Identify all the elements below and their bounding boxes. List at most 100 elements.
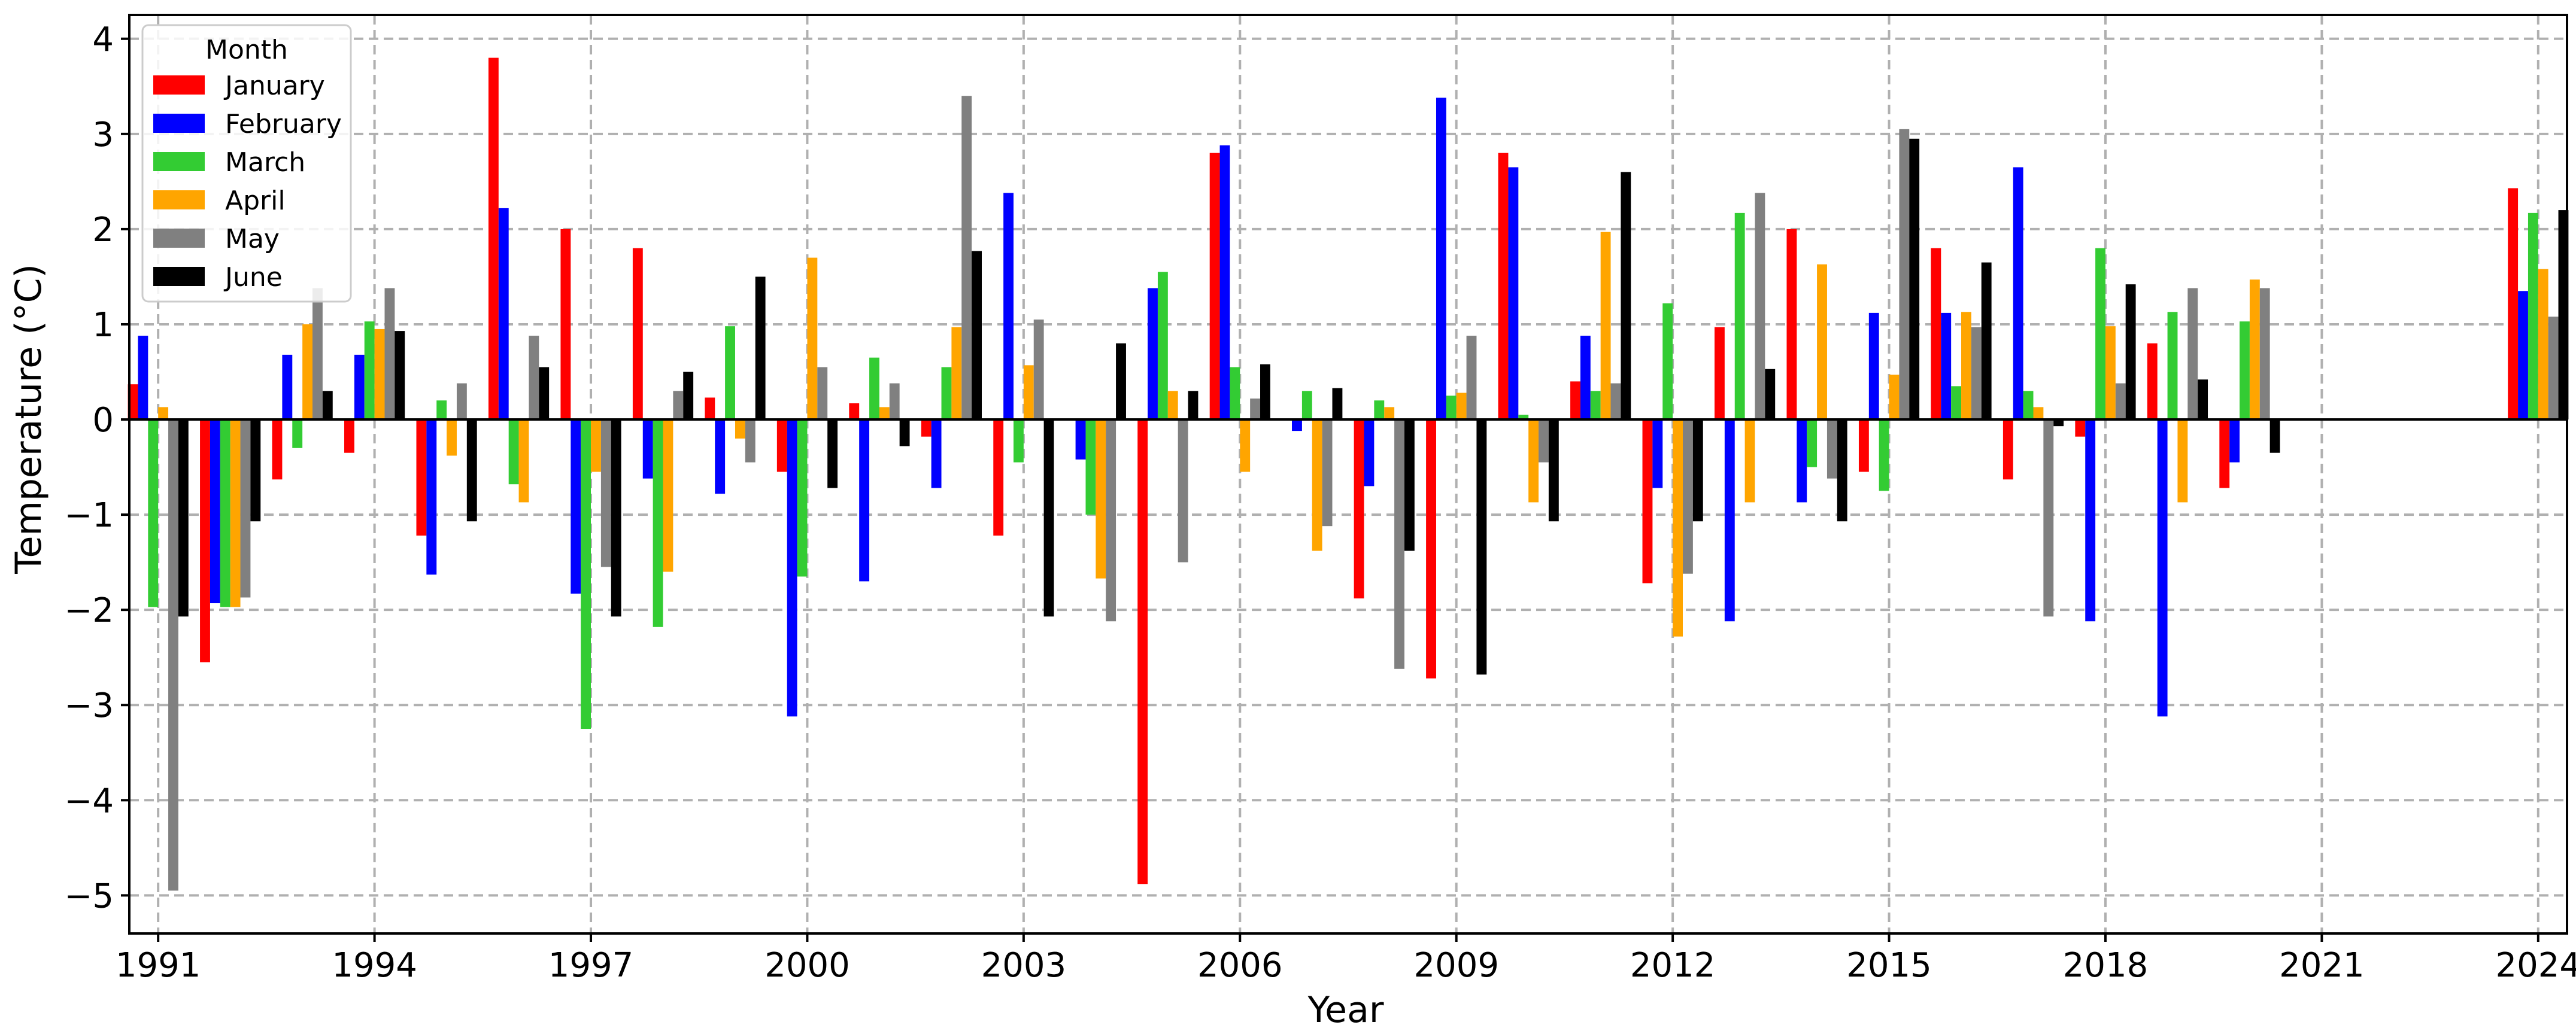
bar-april-1991 (158, 407, 169, 420)
bar-april-1996 (518, 419, 529, 503)
bar-may-2014 (1826, 419, 1837, 479)
bar-january-2010 (1498, 153, 1509, 420)
legend-title: Month (205, 35, 288, 65)
bar-february-2002 (931, 419, 942, 488)
y-tick-label: 2 (92, 211, 114, 250)
bar-june-2001 (899, 419, 910, 446)
bar-may-2005 (1178, 419, 1188, 562)
bar-march-2020 (2240, 321, 2250, 420)
bar-january-1993 (272, 419, 283, 480)
bar-january-2006 (1209, 153, 1220, 420)
bar-april-2016 (1961, 312, 1971, 420)
x-tick-label: 1994 (332, 946, 417, 985)
bar-march-2000 (797, 419, 808, 577)
bar-february-2000 (787, 419, 797, 717)
bar-june-2004 (1116, 343, 1126, 420)
bar-february-2017 (2013, 167, 2023, 420)
bar-february-2024 (2518, 291, 2528, 420)
bar-january-1999 (705, 397, 715, 420)
bar-march-1991 (148, 419, 159, 607)
legend-label: June (223, 262, 283, 293)
bar-february-1995 (426, 419, 437, 575)
y-tick-label: 4 (92, 20, 114, 59)
bar-june-2006 (1260, 364, 1270, 420)
x-tick-label: 2015 (1846, 946, 1932, 985)
bar-february-1997 (571, 419, 581, 594)
legend-swatch (153, 190, 205, 209)
bar-march-1997 (581, 419, 591, 729)
bar-january-2013 (1715, 327, 1725, 420)
bar-march-2018 (2095, 248, 2105, 420)
bar-june-1996 (539, 367, 550, 420)
bar-april-2002 (951, 327, 962, 420)
bar-february-2015 (1868, 312, 1879, 420)
bar-february-2006 (1219, 145, 1230, 420)
bar-march-2016 (1951, 386, 1962, 420)
bar-april-1994 (374, 329, 385, 420)
bar-may-2013 (1755, 193, 1765, 420)
bar-april-1995 (447, 419, 457, 456)
bar-may-1998 (673, 391, 684, 420)
bar-march-2004 (1085, 419, 1096, 515)
bar-may-2016 (1971, 327, 1982, 420)
bar-february-1991 (138, 336, 148, 420)
bar-february-2010 (1508, 167, 1519, 420)
bar-june-2019 (2198, 379, 2208, 420)
bar-march-2002 (941, 367, 952, 420)
y-tick-label: 3 (92, 115, 114, 154)
bar-march-1992 (220, 419, 230, 607)
legend-swatch (153, 267, 205, 286)
bar-february-2003 (1003, 193, 1014, 420)
bar-june-1998 (683, 372, 694, 420)
bar-january-2011 (1570, 381, 1580, 420)
bar-march-2024 (2528, 212, 2538, 420)
bar-june-2014 (1837, 419, 1847, 522)
bar-april-2019 (2177, 419, 2188, 503)
bar-february-2014 (1797, 419, 1807, 503)
bar-january-2024 (2508, 188, 2519, 420)
x-tick-label: 2000 (764, 946, 850, 985)
bar-february-1992 (210, 419, 220, 604)
bar-february-2019 (2157, 419, 2168, 717)
bar-june-2018 (2125, 284, 2136, 420)
bar-february-1993 (282, 354, 293, 420)
bar-april-1993 (302, 324, 313, 420)
bar-march-2011 (1590, 391, 1601, 420)
bar-march-1994 (364, 321, 375, 420)
bar-april-2014 (1817, 264, 1827, 420)
y-tick-label: −4 (64, 781, 114, 820)
bar-march-2007 (1301, 391, 1312, 420)
bar-february-1999 (715, 419, 726, 494)
bar-april-1998 (663, 419, 673, 572)
bar-june-1994 (395, 331, 405, 420)
bar-may-2018 (2115, 383, 2126, 420)
x-tick-label: 2018 (2063, 946, 2149, 985)
bar-may-2024 (2548, 317, 2559, 420)
bar-june-2002 (972, 251, 982, 420)
bar-january-1992 (200, 419, 210, 662)
bar-march-2017 (2023, 391, 2034, 420)
legend-swatch (153, 152, 205, 171)
bar-june-2011 (1621, 172, 1631, 420)
bar-may-1991 (168, 419, 178, 891)
bar-april-2007 (1312, 419, 1322, 551)
bar-april-2011 (1600, 232, 1611, 420)
bar-may-2019 (2187, 288, 2198, 420)
bar-april-2006 (1240, 419, 1251, 472)
bar-january-2009 (1426, 419, 1436, 679)
bar-january-2005 (1137, 419, 1148, 884)
bar-february-2007 (1292, 419, 1302, 431)
bar-june-2003 (1043, 419, 1054, 617)
y-axis-label: Temperature (°C) (8, 264, 50, 574)
bar-may-2006 (1250, 399, 1261, 420)
x-tick-label: 2024 (2496, 946, 2576, 985)
bar-may-2003 (1033, 320, 1044, 420)
legend-swatch (153, 114, 205, 133)
bar-april-2015 (1889, 375, 1900, 420)
bar-january-2019 (2147, 343, 2158, 420)
bar-june-2017 (2053, 419, 2064, 427)
bar-may-2011 (1610, 383, 1621, 420)
x-tick-label: 2009 (1413, 946, 1499, 985)
bar-january-1997 (560, 229, 571, 420)
bar-april-2017 (2033, 407, 2044, 420)
